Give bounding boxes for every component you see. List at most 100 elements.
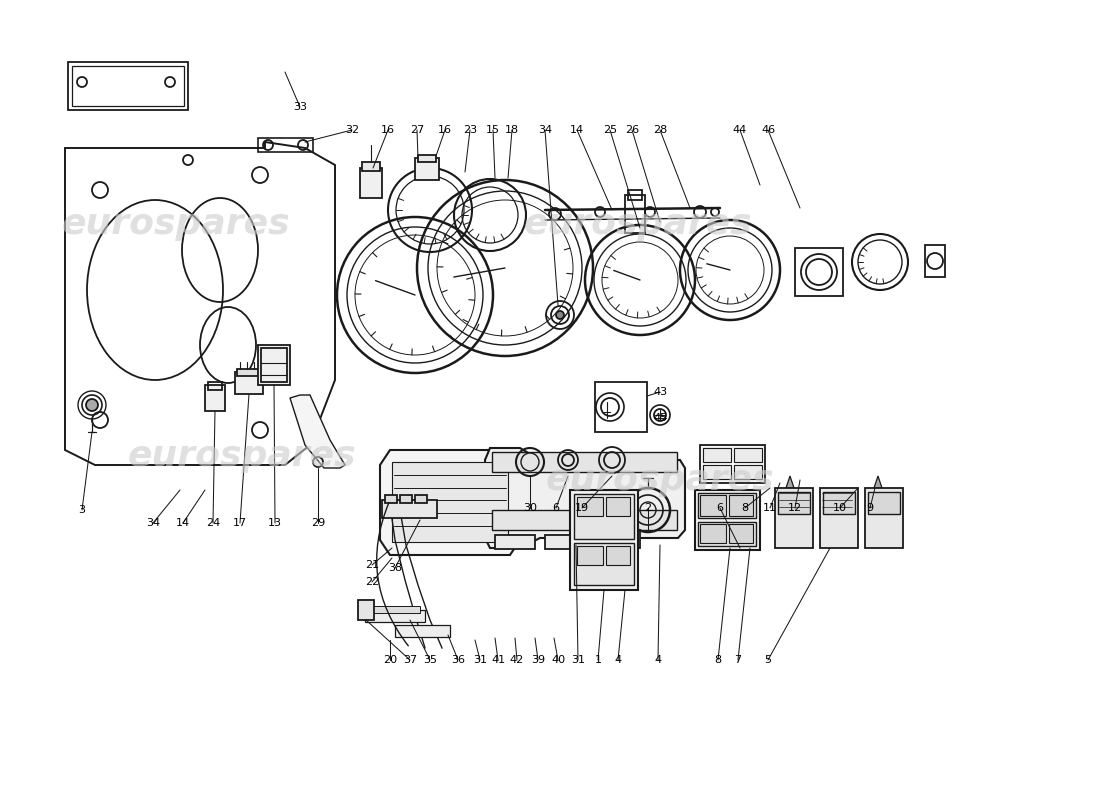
Bar: [360, 168, 382, 198]
Text: 12: 12: [788, 503, 802, 513]
Bar: [258, 345, 290, 385]
Polygon shape: [874, 476, 882, 488]
Bar: [698, 493, 756, 518]
Text: 7: 7: [735, 655, 741, 665]
Bar: [606, 497, 630, 516]
Bar: [776, 488, 813, 548]
Bar: [698, 522, 756, 546]
Bar: [700, 445, 764, 483]
Text: 18: 18: [505, 125, 519, 135]
Text: 27: 27: [410, 125, 425, 135]
Bar: [595, 382, 647, 432]
Text: 23: 23: [463, 125, 477, 135]
Text: 20: 20: [383, 655, 397, 665]
Text: 30: 30: [522, 503, 537, 513]
Bar: [358, 600, 374, 620]
Polygon shape: [379, 450, 520, 555]
Text: 31: 31: [571, 655, 585, 665]
Text: eurospares: eurospares: [546, 463, 774, 497]
Text: 31: 31: [473, 655, 487, 665]
Bar: [370, 606, 420, 613]
Bar: [495, 535, 535, 549]
Text: 40: 40: [551, 655, 565, 665]
Polygon shape: [829, 510, 837, 525]
Bar: [628, 190, 642, 200]
Bar: [703, 465, 732, 479]
Bar: [362, 162, 380, 171]
Text: 34: 34: [146, 518, 161, 528]
Bar: [395, 625, 450, 637]
Text: 22: 22: [365, 577, 380, 587]
Bar: [700, 524, 726, 543]
Bar: [606, 546, 630, 565]
Bar: [578, 497, 603, 516]
Text: 3: 3: [78, 505, 86, 515]
Text: 15: 15: [486, 125, 500, 135]
Bar: [625, 195, 645, 233]
Text: 24: 24: [206, 518, 220, 528]
Text: 4: 4: [654, 655, 661, 665]
Text: 21: 21: [365, 560, 380, 570]
Polygon shape: [485, 448, 685, 548]
Text: 45: 45: [653, 413, 667, 423]
Text: 10: 10: [833, 503, 847, 513]
Bar: [734, 465, 762, 479]
Bar: [820, 488, 858, 548]
Text: 14: 14: [176, 518, 190, 528]
Text: 25: 25: [603, 125, 617, 135]
Bar: [365, 610, 425, 622]
Text: 26: 26: [625, 125, 639, 135]
Text: 4: 4: [615, 655, 622, 665]
Polygon shape: [786, 476, 794, 488]
Text: eurospares: eurospares: [524, 207, 752, 241]
Text: 28: 28: [653, 125, 667, 135]
Bar: [400, 495, 412, 503]
Bar: [544, 535, 585, 549]
Text: 6: 6: [552, 503, 560, 513]
Bar: [574, 494, 634, 539]
Text: 35: 35: [424, 655, 437, 665]
Text: 43: 43: [653, 387, 667, 397]
Text: 41: 41: [491, 655, 505, 665]
Text: 39: 39: [531, 655, 546, 665]
Text: 13: 13: [268, 518, 282, 528]
Bar: [208, 382, 222, 390]
Bar: [570, 490, 638, 590]
Bar: [72, 66, 184, 106]
Bar: [261, 348, 287, 382]
Text: 5: 5: [764, 655, 771, 665]
Text: 11: 11: [763, 503, 777, 513]
Bar: [778, 492, 810, 514]
Bar: [492, 452, 676, 472]
Text: 17: 17: [233, 518, 248, 528]
Text: eurospares: eurospares: [128, 439, 356, 473]
Text: 16: 16: [381, 125, 395, 135]
Text: 33: 33: [293, 102, 307, 112]
Bar: [695, 490, 760, 550]
Polygon shape: [290, 395, 345, 468]
Bar: [703, 448, 732, 462]
Bar: [382, 500, 437, 518]
Text: 46: 46: [761, 125, 776, 135]
Bar: [729, 495, 754, 516]
Bar: [205, 385, 225, 411]
Text: 16: 16: [438, 125, 452, 135]
Text: 14: 14: [570, 125, 584, 135]
Text: 37: 37: [403, 655, 417, 665]
Text: 19: 19: [575, 503, 590, 513]
Text: 8: 8: [741, 503, 749, 513]
Bar: [415, 495, 427, 503]
Bar: [865, 488, 903, 548]
Bar: [700, 495, 726, 516]
Bar: [258, 138, 314, 152]
Text: 2: 2: [645, 503, 651, 513]
Bar: [418, 155, 436, 162]
Bar: [868, 492, 900, 514]
Text: eurospares: eurospares: [62, 207, 290, 241]
Bar: [795, 248, 843, 296]
Bar: [392, 462, 508, 542]
Text: 8: 8: [714, 655, 722, 665]
Bar: [236, 369, 261, 376]
Circle shape: [86, 399, 98, 411]
Text: 32: 32: [345, 125, 359, 135]
